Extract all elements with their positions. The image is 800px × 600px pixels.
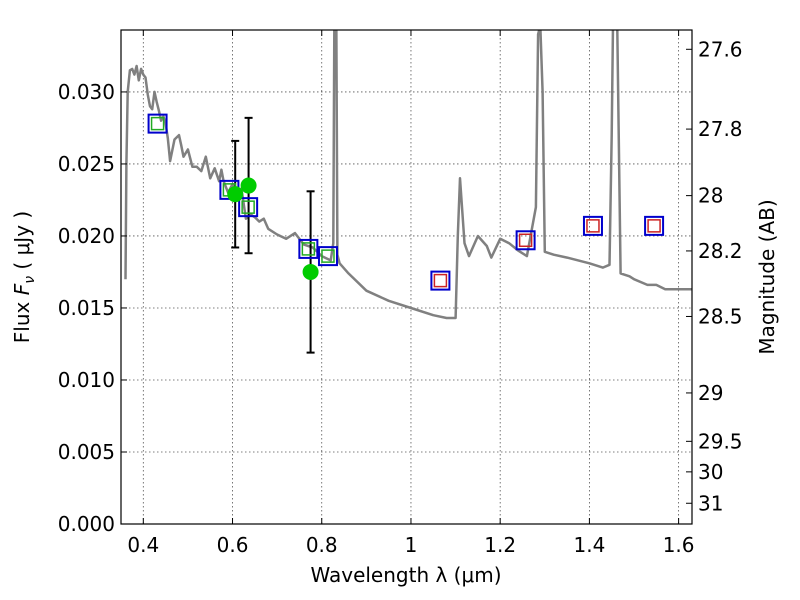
small-box xyxy=(241,200,255,214)
model-box xyxy=(238,197,259,218)
y-tick-label: 0.010 xyxy=(58,368,115,392)
model-spectrum-line xyxy=(124,30,692,320)
small-box xyxy=(647,219,661,233)
model-box xyxy=(147,113,168,134)
x-axis-ticks: 0.4 0.6 0.8 1 1.2 1.4 1.6 xyxy=(127,30,695,557)
right-tick-label: 29 xyxy=(698,381,723,405)
right-tick-label: 28.2 xyxy=(698,239,743,263)
y-axis-label-left: Flux Fν ( μJy ) xyxy=(10,211,38,343)
model-spectrum xyxy=(124,30,692,320)
y-tick-label: 0.015 xyxy=(58,296,115,320)
x-tick-label: 0.8 xyxy=(306,533,338,557)
model-box xyxy=(644,215,665,236)
model-box xyxy=(515,230,536,251)
small-box xyxy=(150,116,165,131)
small-box xyxy=(301,242,316,256)
y-axis-label-right: Magnitude (AB) xyxy=(755,199,779,354)
observed-point xyxy=(240,177,257,194)
y-axis-ticks: 0.000 0.005 0.010 0.015 0.020 0.025 0.030 xyxy=(58,80,127,536)
observed-points xyxy=(227,177,319,280)
x-tick-label: 1 xyxy=(405,533,418,557)
small-box xyxy=(321,249,335,263)
y-tick-label: 0.000 xyxy=(58,512,115,536)
plot-frame xyxy=(120,29,693,525)
y-tick-label: 0.030 xyxy=(58,80,115,104)
observed-point xyxy=(302,263,319,280)
right-tick-label: 27.8 xyxy=(698,117,743,141)
plot-background xyxy=(121,30,692,524)
x-tick-label: 1.4 xyxy=(573,533,605,557)
x-tick-label: 0.6 xyxy=(217,533,249,557)
model-box xyxy=(317,246,338,267)
x-axis-label: Wavelength λ (μm) xyxy=(310,563,501,587)
right-tick-label: 31 xyxy=(698,491,723,515)
model-box xyxy=(582,215,603,236)
right-tick-label: 28.5 xyxy=(698,304,743,328)
model-box xyxy=(298,238,319,259)
right-tick-label: 27.6 xyxy=(698,37,743,61)
right-axis-ticks: 27.6 27.8 28 28.2 28.5 29 29.5 30 31 xyxy=(686,37,743,515)
y-tick-label: 0.005 xyxy=(58,440,115,464)
y-tick-label: 0.025 xyxy=(58,152,115,176)
right-tick-label: 28 xyxy=(698,184,723,208)
small-box xyxy=(433,273,448,288)
y-tick-label: 0.020 xyxy=(58,224,115,248)
observed-point xyxy=(227,186,244,203)
x-tick-label: 1.6 xyxy=(663,533,695,557)
right-tick-label: 30 xyxy=(698,460,723,484)
model-boxes xyxy=(147,113,665,291)
x-tick-label: 1.2 xyxy=(484,533,516,557)
x-tick-label: 0.4 xyxy=(127,533,159,557)
small-box xyxy=(518,233,533,248)
model-box xyxy=(430,270,451,291)
right-tick-label: 29.5 xyxy=(698,429,743,453)
small-box xyxy=(586,219,600,233)
